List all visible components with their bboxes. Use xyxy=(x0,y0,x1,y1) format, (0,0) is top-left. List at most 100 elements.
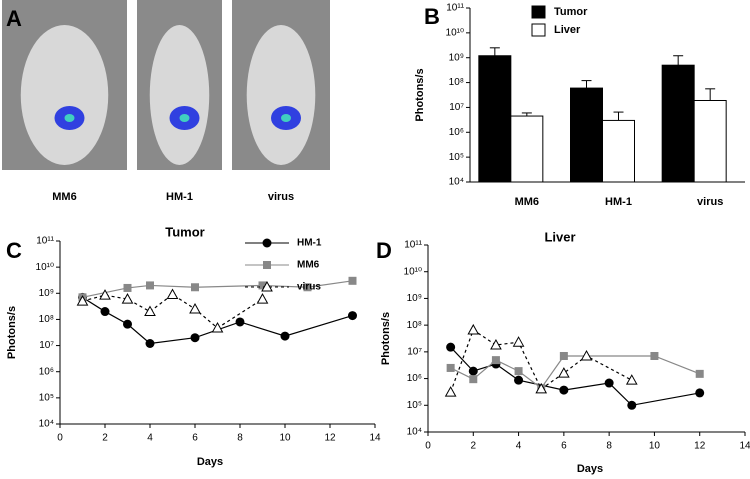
x-tick-label: 14 xyxy=(369,433,381,444)
x-tick-label: 8 xyxy=(237,433,243,444)
y-axis-label: Photons/s xyxy=(380,312,392,365)
x-axis-label: Days xyxy=(197,456,223,468)
data-point xyxy=(490,339,502,350)
legend-marker xyxy=(263,261,271,269)
series-line xyxy=(82,296,353,345)
data-point xyxy=(446,342,456,352)
data-point xyxy=(695,369,704,378)
data-point xyxy=(580,349,593,361)
image-label: MM6 xyxy=(52,191,76,203)
data-point xyxy=(146,281,154,290)
y-tick-label: 10⁹ xyxy=(449,52,464,63)
x-tick-label: 0 xyxy=(425,441,431,452)
data-point xyxy=(559,351,568,360)
data-point xyxy=(468,366,478,376)
x-tick-label: 4 xyxy=(516,441,522,452)
data-point xyxy=(348,311,357,321)
x-tick-label: 8 xyxy=(606,441,612,452)
y-axis-label: Photons/s xyxy=(414,68,426,121)
y-tick-label: 10¹¹ xyxy=(36,236,54,247)
data-point xyxy=(166,288,179,299)
data-point xyxy=(514,367,523,376)
data-point xyxy=(258,281,267,290)
data-point xyxy=(76,295,89,306)
data-point xyxy=(190,333,200,343)
bar xyxy=(661,64,695,183)
data-point xyxy=(303,283,312,292)
legend-marker xyxy=(261,280,273,292)
y-tick-label: 10⁸ xyxy=(407,320,422,331)
data-point xyxy=(446,363,455,372)
legend-label: Liver xyxy=(554,24,581,36)
data-point xyxy=(235,317,245,327)
panel-label: A xyxy=(6,6,22,31)
series-line xyxy=(450,355,700,389)
y-tick-label: 10¹⁰ xyxy=(446,27,464,38)
legend-label: MM6 xyxy=(297,260,320,271)
data-point xyxy=(650,351,659,360)
legend-label: HM-1 xyxy=(297,238,322,249)
x-tick-label: 2 xyxy=(471,441,477,452)
bar xyxy=(478,55,512,183)
x-tick-label: 12 xyxy=(694,441,706,452)
x-tick-label: MM6 xyxy=(515,196,539,208)
y-tick-label: 10⁷ xyxy=(39,340,54,351)
mouse-body xyxy=(149,25,210,165)
data-point xyxy=(469,375,478,384)
signal-core xyxy=(281,114,291,122)
data-point xyxy=(121,293,134,304)
y-tick-label: 10⁵ xyxy=(39,392,54,403)
y-tick-label: 10⁸ xyxy=(449,77,464,88)
y-tick-label: 10⁵ xyxy=(449,152,464,163)
data-point xyxy=(189,302,201,314)
data-point xyxy=(123,283,132,292)
panel-label: C xyxy=(6,238,22,263)
x-tick-label: 0 xyxy=(57,433,63,444)
x-tick-label: 12 xyxy=(324,433,336,444)
y-tick-label: 10⁹ xyxy=(407,293,422,304)
y-tick-label: 10¹⁰ xyxy=(36,262,54,273)
y-tick-label: 10⁶ xyxy=(407,373,422,384)
panel-label: B xyxy=(424,4,440,29)
x-tick-label: 10 xyxy=(649,441,661,452)
signal-core xyxy=(179,114,190,122)
data-point xyxy=(514,375,524,385)
data-point xyxy=(348,276,357,285)
y-tick-label: 10¹⁰ xyxy=(404,266,422,277)
x-axis-label: Days xyxy=(577,463,603,475)
legend-swatch xyxy=(531,5,546,19)
data-point xyxy=(99,289,111,300)
chart-title: Liver xyxy=(544,229,575,244)
legend-marker xyxy=(262,238,272,248)
data-point xyxy=(695,388,705,398)
data-point xyxy=(559,385,569,395)
mouse-body xyxy=(246,25,316,165)
y-tick-label: 10⁴ xyxy=(39,419,54,430)
y-tick-label: 10¹¹ xyxy=(404,240,422,251)
image-label: virus xyxy=(268,191,294,203)
data-point xyxy=(535,382,548,394)
data-point xyxy=(100,307,110,317)
data-point xyxy=(191,283,199,292)
signal-core xyxy=(64,114,75,122)
x-tick-label: 2 xyxy=(102,433,108,444)
x-tick-label: virus xyxy=(697,196,723,208)
y-tick-label: 10⁹ xyxy=(39,288,54,299)
y-tick-label: 10⁴ xyxy=(407,427,422,438)
panel-label: D xyxy=(376,238,392,263)
y-tick-label: 10⁴ xyxy=(449,177,464,188)
data-point xyxy=(604,378,614,388)
bar xyxy=(570,87,603,183)
data-point xyxy=(144,305,156,317)
y-tick-label: 10⁶ xyxy=(39,366,54,377)
data-point xyxy=(627,400,637,410)
y-tick-label: 10⁷ xyxy=(407,346,422,357)
legend-label: Tumor xyxy=(554,6,588,18)
x-tick-label: 10 xyxy=(279,433,291,444)
y-tick-label: 10⁵ xyxy=(407,400,422,411)
series-line xyxy=(82,293,263,329)
legend-label: virus xyxy=(297,282,321,293)
y-tick-label: 10⁷ xyxy=(449,102,464,113)
data-point xyxy=(558,367,570,378)
